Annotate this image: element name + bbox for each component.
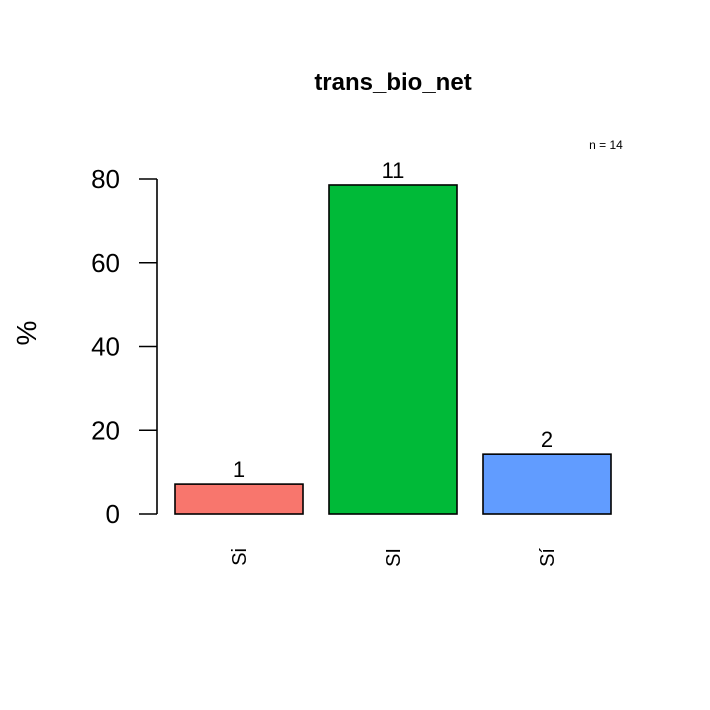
y-tick-label: 20: [91, 415, 120, 445]
bar-count-label: 1: [233, 457, 245, 482]
x-tick-labels: Si SI Sí: [229, 548, 559, 567]
y-axis: 0 20 40 60 80: [91, 164, 158, 529]
y-tick-label: 60: [91, 248, 120, 278]
y-tick-label: 0: [106, 499, 120, 529]
bar: [174, 483, 304, 515]
chart-title: trans_bio_net: [314, 69, 471, 96]
bar-count-label: 2: [541, 427, 553, 452]
bar-count-label: 11: [382, 158, 405, 183]
sample-size-note: n = 14: [589, 138, 623, 152]
x-tick-label: SI: [383, 548, 405, 567]
bar: [482, 453, 612, 515]
x-tick-label: Sí: [537, 548, 559, 567]
bars: [174, 184, 612, 515]
y-tick-label: 40: [91, 332, 120, 362]
x-tick-label: Si: [229, 548, 251, 566]
bar: [328, 184, 458, 515]
y-axis-label: %: [11, 321, 42, 346]
y-tick-label: 80: [91, 164, 120, 194]
